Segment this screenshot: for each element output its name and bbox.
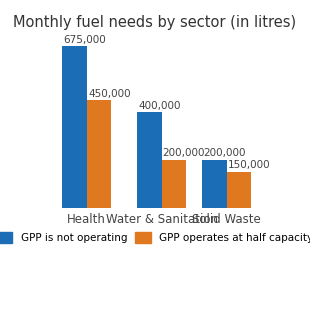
Legend: GPP is not operating, GPP operates at half capacity: GPP is not operating, GPP operates at ha…	[0, 228, 310, 248]
Bar	[62, 46, 87, 208]
Text: 200,000: 200,000	[203, 148, 246, 159]
Bar	[202, 160, 227, 208]
Text: 150,000: 150,000	[228, 160, 270, 170]
Bar	[162, 160, 186, 208]
Bar	[87, 100, 111, 208]
Bar	[227, 172, 251, 208]
Title: Monthly fuel needs by sector (in litres): Monthly fuel needs by sector (in litres)	[13, 15, 297, 30]
Text: 400,000: 400,000	[138, 100, 180, 111]
Text: 675,000: 675,000	[63, 35, 106, 45]
Text: 200,000: 200,000	[163, 148, 205, 159]
Bar	[137, 112, 162, 208]
Text: 450,000: 450,000	[88, 89, 131, 99]
